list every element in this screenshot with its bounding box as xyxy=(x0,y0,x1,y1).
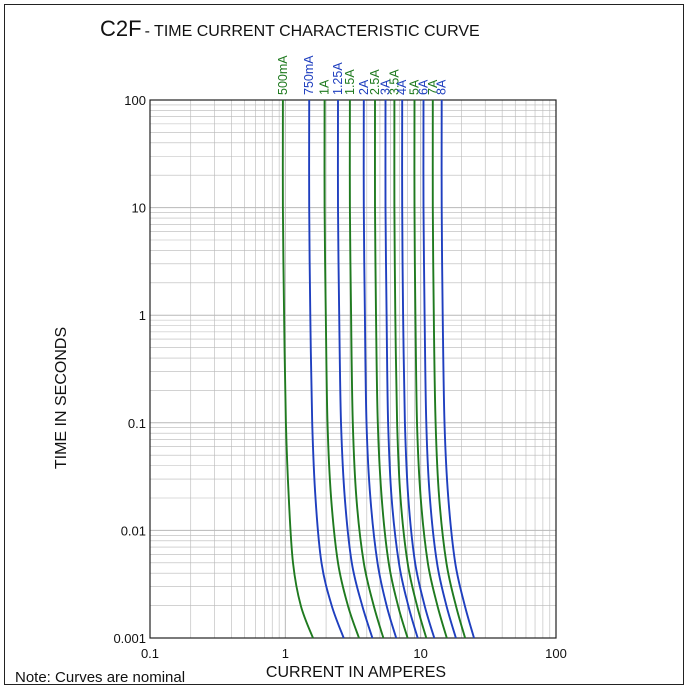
series-label-6A: 6A xyxy=(417,79,431,95)
x-tick-label: 0.1 xyxy=(141,646,159,661)
curve-7A xyxy=(431,99,467,639)
curves xyxy=(281,99,475,639)
x-tick-label: 1 xyxy=(282,646,289,661)
x-tick-label: 10 xyxy=(413,646,427,661)
series-label-1.25A: 1.25A xyxy=(331,62,345,95)
series-label-8A: 8A xyxy=(435,79,449,95)
chart-title: C2F xyxy=(100,16,142,41)
curve-1.25A xyxy=(336,99,374,639)
chart-subtitle: - TIME CURRENT CHARACTERISTIC CURVE xyxy=(145,23,480,40)
series-label-2A: 2A xyxy=(357,79,371,95)
series-label-2.5A: 2.5A xyxy=(368,69,382,95)
plot-border xyxy=(149,99,557,639)
y-tick-label: 0.001 xyxy=(113,631,146,646)
curve-3.5A xyxy=(393,99,428,639)
series-label-7A: 7A xyxy=(426,79,440,95)
grid xyxy=(150,100,556,638)
series-label-500mA: 500mA xyxy=(276,55,290,95)
curve-3A xyxy=(384,99,419,639)
series-label-4A: 4A xyxy=(395,79,409,95)
y-axis-label: TIME IN SECONDS xyxy=(53,327,70,469)
curve-1A xyxy=(323,99,360,639)
curve-1.5A xyxy=(348,99,385,639)
series-label-1A: 1A xyxy=(318,79,332,95)
curve-5A xyxy=(413,99,448,639)
tick-labels: 0.1 1 10 100 0.001 0.01 0.1 1 10 100 xyxy=(113,93,566,661)
y-tick-label: 10 xyxy=(132,201,146,216)
curve-500mA xyxy=(281,99,314,639)
curve-2.5A xyxy=(374,99,409,639)
series-label-5A: 5A xyxy=(408,79,422,95)
curve-4A xyxy=(401,99,436,639)
curve-750mA xyxy=(308,99,345,639)
x-axis-label: CURRENT IN AMPERES xyxy=(266,664,446,681)
y-tick-label: 0.01 xyxy=(121,523,146,538)
y-tick-label: 0.1 xyxy=(128,416,146,431)
curve-6A xyxy=(422,99,457,639)
series-label-3.5A: 3.5A xyxy=(387,69,401,95)
series-label-1.5A: 1.5A xyxy=(343,69,357,95)
nominal-note: Note: Curves are nominal xyxy=(15,669,185,686)
series-label-750mA: 750mA xyxy=(302,55,316,95)
chart-frame xyxy=(4,4,684,685)
y-tick-label: 1 xyxy=(139,308,146,323)
curve-2A xyxy=(362,99,398,639)
curve-8A xyxy=(440,99,475,639)
x-tick-label: 100 xyxy=(545,646,567,661)
series-label-3A: 3A xyxy=(379,79,393,95)
y-tick-label: 100 xyxy=(124,93,146,108)
